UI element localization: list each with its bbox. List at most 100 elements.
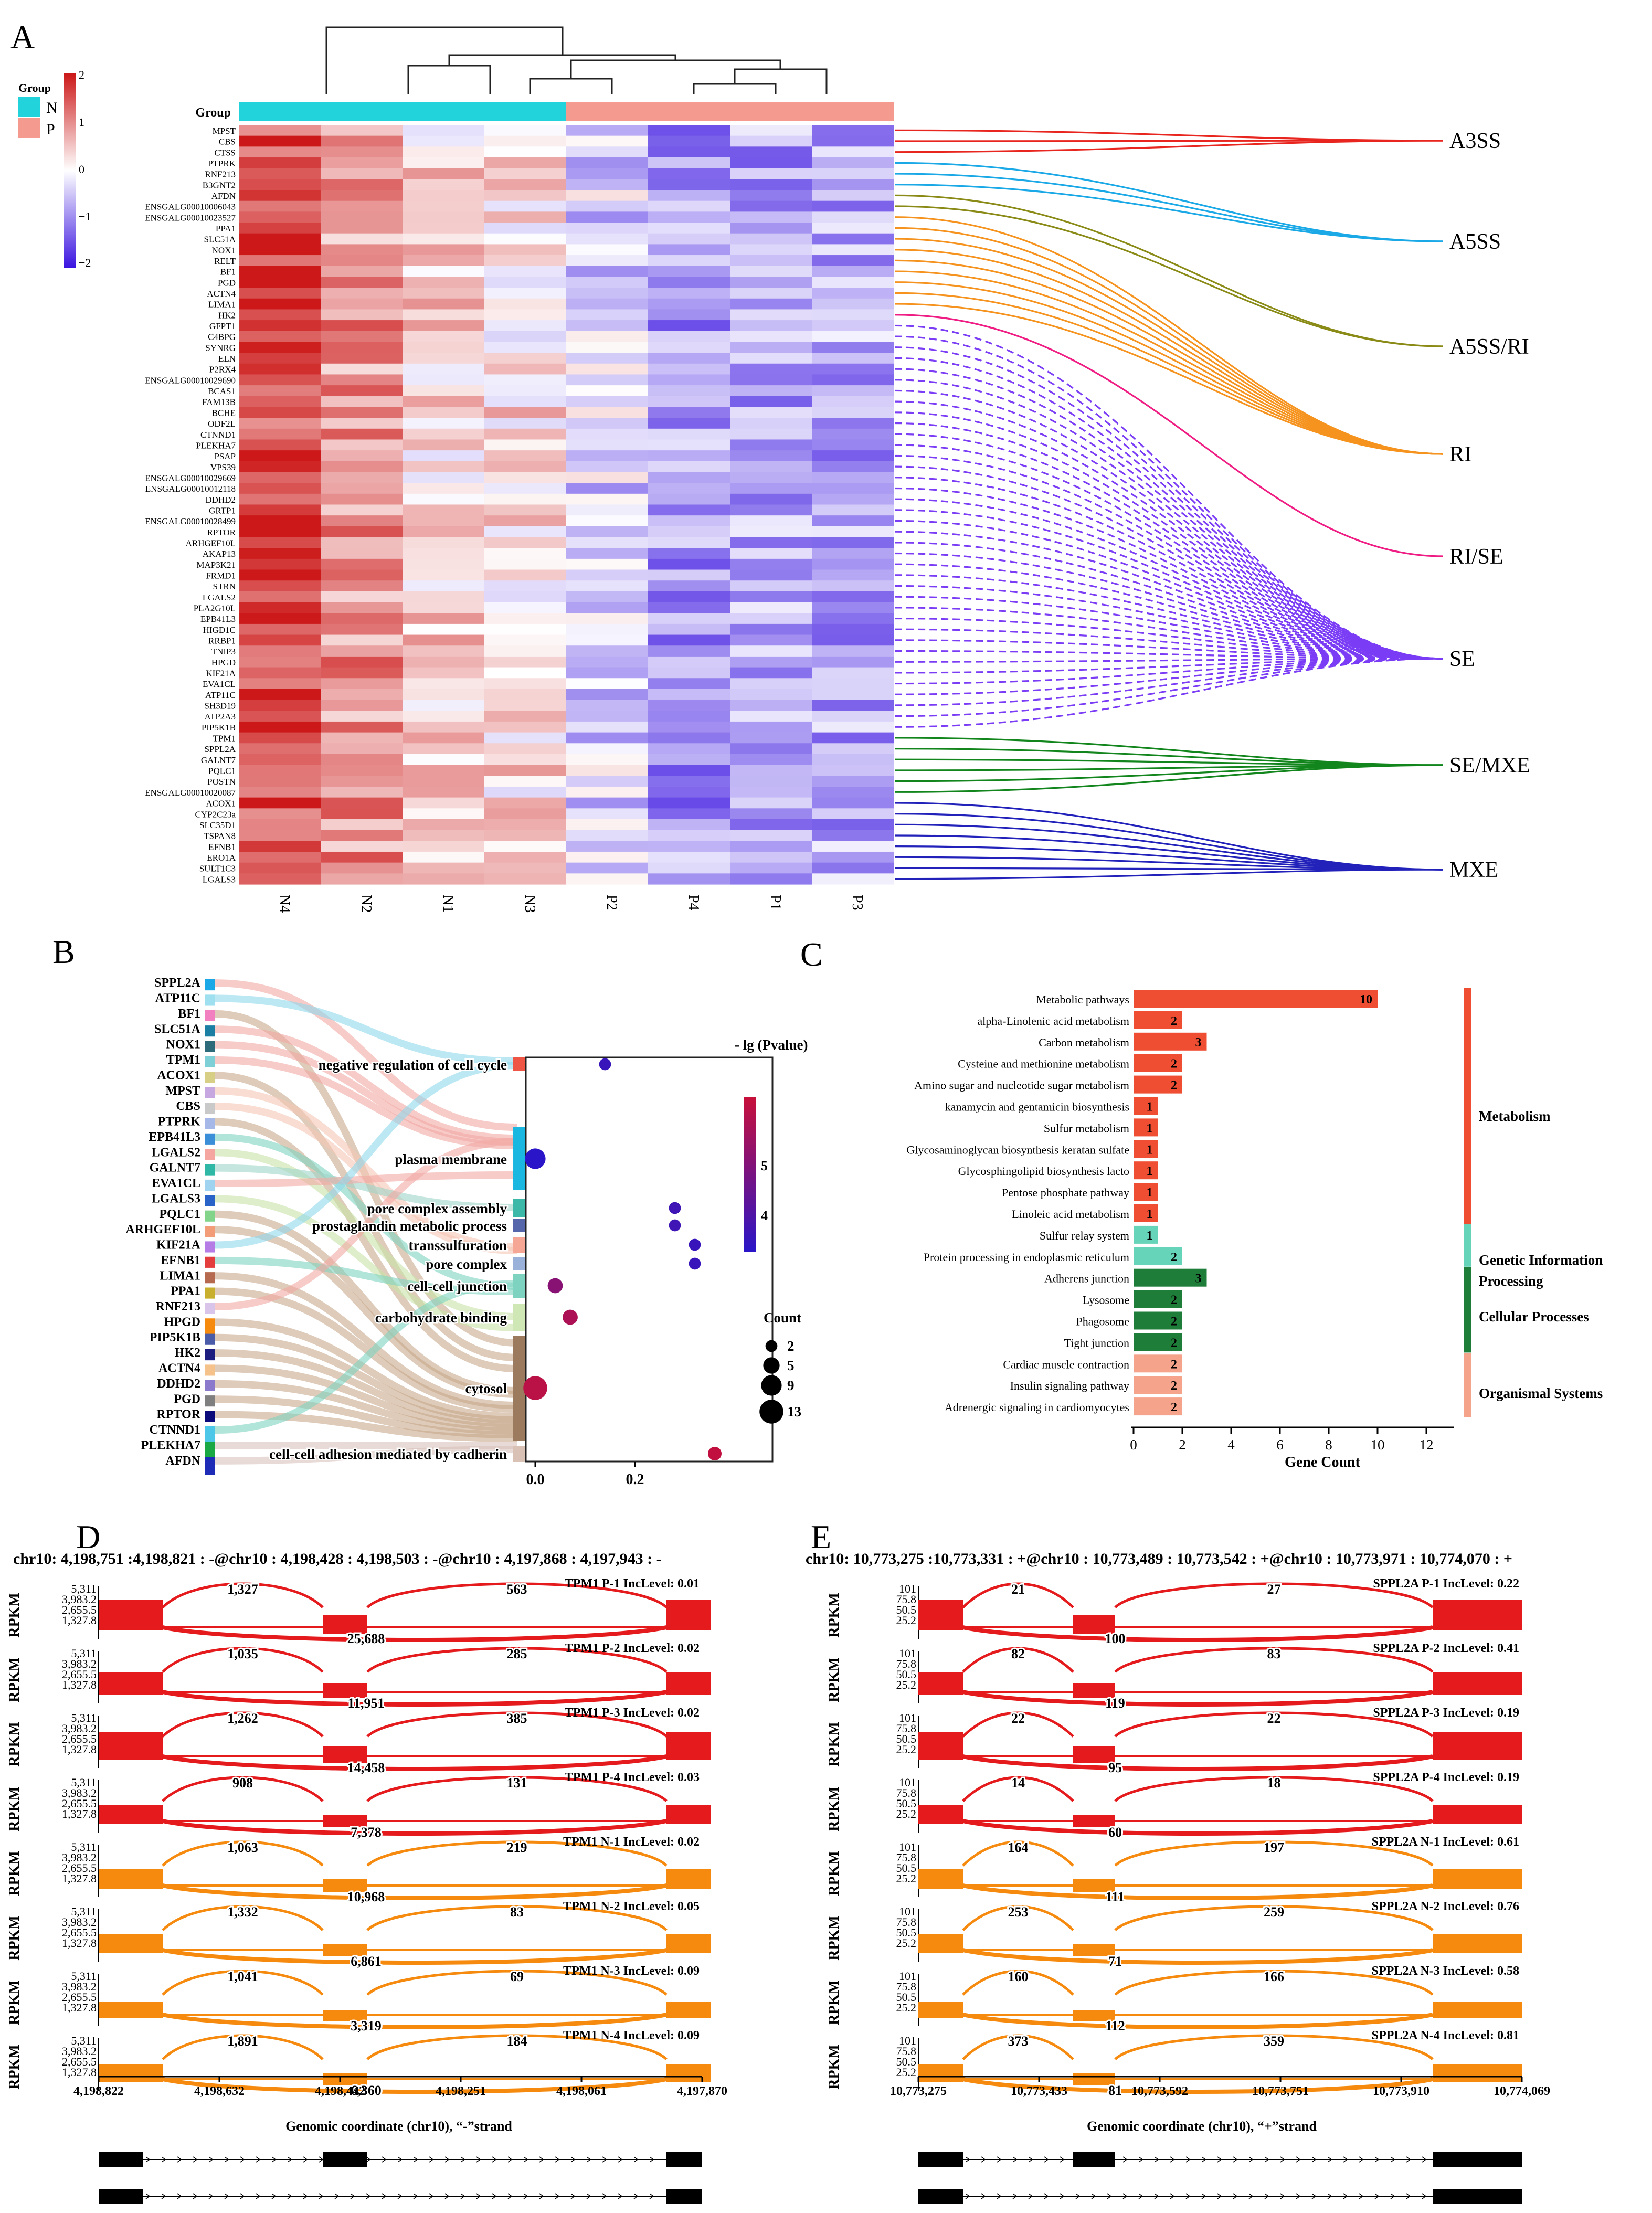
gene-model-exon xyxy=(99,2152,143,2167)
exon-coverage xyxy=(918,1600,963,1630)
gene-node-label: CBS xyxy=(176,1099,200,1113)
gene-model-arrow xyxy=(429,2193,434,2199)
junction-count: 27 xyxy=(1267,1582,1281,1597)
gene-model-arrow xyxy=(1075,2193,1081,2199)
gene-node xyxy=(205,1426,215,1444)
heatmap-cell xyxy=(484,200,567,212)
kegg-category-strip xyxy=(1464,988,1471,1224)
heatmap-cell xyxy=(403,190,485,202)
heatmap-cell xyxy=(239,526,321,538)
dot-point xyxy=(707,1446,722,1461)
track-ylabel: RPKM xyxy=(6,1786,23,1831)
gene-model-arrow xyxy=(570,2156,576,2163)
track-label: TPM1 P-4 IncLevel: 0.03 xyxy=(565,1771,700,1784)
gene-label: SLC35D1 xyxy=(199,820,236,830)
heatmap-cell xyxy=(648,223,730,234)
heatmap-cell xyxy=(403,146,485,158)
event-connector xyxy=(894,639,1444,660)
heatmap-cell xyxy=(648,808,730,820)
gene-model-arrow xyxy=(303,2193,308,2199)
heatmap-cell xyxy=(566,233,649,245)
heatmap-cell xyxy=(321,190,403,202)
gene-model-exon xyxy=(99,2189,143,2204)
heatmap-cell xyxy=(730,548,812,559)
heatmap-cell xyxy=(812,548,894,559)
heatmap-cell xyxy=(648,385,730,397)
x-axis-tick-label: 10,773,592 xyxy=(1131,2084,1188,2098)
gene-model-arrow xyxy=(1233,2156,1238,2163)
heatmap-cell xyxy=(239,407,321,418)
gene-model-arrow xyxy=(1185,2193,1191,2199)
heatmap-cell xyxy=(812,841,894,852)
heatmap-cell xyxy=(484,157,567,169)
heatmap-cell xyxy=(239,732,321,744)
skipping-arc xyxy=(162,2013,667,2029)
heatmap-cell xyxy=(239,223,321,234)
gene-model-arrow xyxy=(1296,2193,1301,2199)
sankey-flow xyxy=(215,1133,517,1290)
gene-model-arrow xyxy=(287,2156,292,2163)
heatmap-cell xyxy=(321,363,403,375)
track-ytick: 2,655.5 xyxy=(62,2055,97,2068)
gene-model-arrow xyxy=(382,2156,387,2163)
x-axis-title: Gene Count xyxy=(1285,1454,1361,1470)
kegg-category-label: Pentose phosphate pathway xyxy=(1002,1186,1129,1199)
heatmap-cell xyxy=(484,700,567,711)
event-connector xyxy=(894,400,1444,660)
heatmap-cell xyxy=(648,711,730,722)
heatmap-cell xyxy=(730,396,812,408)
heatmap-cell xyxy=(812,678,894,690)
junction-count: 18 xyxy=(1267,1775,1281,1791)
kegg-category-strip xyxy=(1464,1267,1471,1353)
heatmap-cell xyxy=(484,580,567,592)
junction-arc xyxy=(962,1905,1074,1931)
heatmap-cell xyxy=(403,288,485,299)
heatmap-cell xyxy=(321,385,403,397)
gene-node xyxy=(205,1287,215,1299)
heatmap-cell xyxy=(239,461,321,473)
pvalue-colorbar xyxy=(744,1097,756,1252)
heatmap-cell xyxy=(403,830,485,841)
event-connector xyxy=(894,454,1444,660)
heatmap-cell xyxy=(730,537,812,548)
gene-model-arrow xyxy=(161,2193,166,2199)
legend-swatch-n xyxy=(18,97,40,117)
heatmap-cell xyxy=(812,851,894,863)
group-cell xyxy=(321,102,403,121)
term-node-label: pore complex xyxy=(426,1256,507,1272)
heatmap-cell xyxy=(648,277,730,288)
heatmap-cell xyxy=(648,548,730,559)
gene-model-arrow xyxy=(602,2156,607,2163)
track-ylabel: RPKM xyxy=(826,2045,842,2090)
gene-model-arrow xyxy=(444,2156,450,2163)
heatmap-cell xyxy=(239,830,321,841)
track-label: TPM1 P-3 IncLevel: 0.02 xyxy=(565,1706,700,1720)
heatmap-cell xyxy=(648,743,730,755)
track-label: TPM1 N-4 IncLevel: 0.09 xyxy=(563,2029,700,2042)
junction-arc xyxy=(1114,1582,1434,1608)
gene-model-arrow xyxy=(1406,2193,1411,2199)
event-connector xyxy=(894,658,1444,717)
heatmap-cell xyxy=(321,689,403,701)
gene-model-arrow xyxy=(1091,2193,1096,2199)
heatmap-cell xyxy=(812,309,894,321)
track-ytick: 5,311 xyxy=(71,1776,97,1789)
heatmap-cell xyxy=(321,786,403,798)
kegg-category-name: Organismal Systems xyxy=(1479,1385,1603,1401)
heatmap-cell xyxy=(812,277,894,288)
track-ytick: 25.2 xyxy=(896,1936,917,1950)
heatmap-cell xyxy=(484,645,567,657)
heatmap-cell xyxy=(321,233,403,245)
heatmap-cell xyxy=(403,353,485,364)
size-legend-label: 2 xyxy=(787,1338,795,1354)
kegg-bar-value: 2 xyxy=(1171,1358,1177,1371)
kegg-bar xyxy=(1134,1204,1158,1222)
event-connector xyxy=(894,129,1444,142)
event-connector xyxy=(894,531,1444,660)
heatmap-cell xyxy=(403,298,485,310)
gene-model-arrow xyxy=(1138,2156,1143,2163)
heatmap-cell xyxy=(730,841,812,852)
heatmap-cell xyxy=(484,656,567,668)
junction-count: 131 xyxy=(507,1775,527,1791)
